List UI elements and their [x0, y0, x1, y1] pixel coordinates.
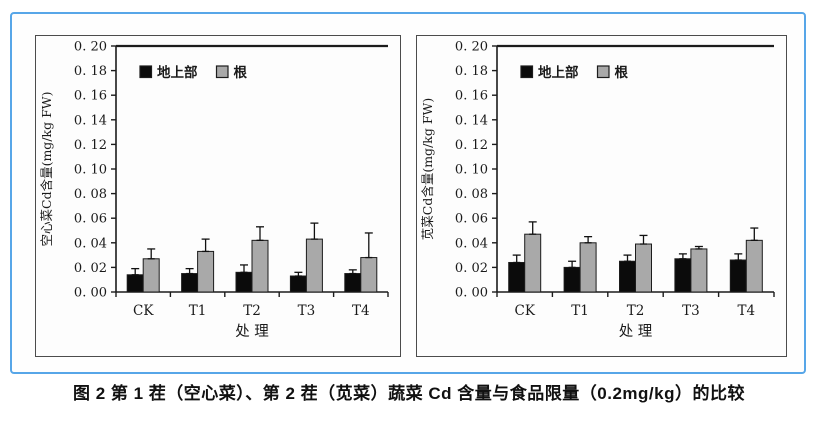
- legend-swatch-1: [596, 65, 610, 79]
- chart-canvas: 0. 00 0. 02 0. 04 0. 06 0. 08 0. 10 0. 12 0. 14…: [420, 40, 775, 340]
- bar-s1-c0: [142, 258, 160, 293]
- x-category-label: T2: [627, 303, 645, 319]
- bar-s0-c2: [235, 271, 253, 293]
- y-tick-label: 0. 06: [74, 212, 107, 227]
- y-tick-label: 0. 14: [74, 113, 107, 128]
- bar-s0-c3: [289, 275, 307, 293]
- y-tick-label: 0. 18: [74, 64, 107, 79]
- error-bar-s1-c0: [528, 221, 537, 235]
- bar-s1-c4: [745, 239, 763, 293]
- bar-s0-c0: [508, 261, 526, 293]
- y-tick-label: 0. 12: [74, 138, 107, 153]
- legend-swatch-0: [139, 65, 153, 79]
- error-bar-s0-c1: [568, 260, 577, 269]
- y-tick-label: 0. 20: [455, 40, 488, 55]
- bar-s1-c3: [305, 238, 323, 293]
- error-bar-s1-c3: [310, 222, 319, 240]
- bar-s0-c3: [674, 258, 692, 293]
- error-bar-s1-c0: [147, 248, 156, 260]
- bar-s0-c1: [563, 266, 581, 293]
- bar-s0-c2: [619, 260, 636, 293]
- x-category-label: T3: [298, 303, 316, 319]
- y-tick-label: 0. 18: [455, 64, 488, 79]
- x-category-label: T3: [682, 303, 700, 319]
- y-tick-label: 0. 10: [74, 163, 107, 178]
- x-category-label: CK: [133, 303, 154, 319]
- legend-label-0: 地上部: [538, 64, 579, 81]
- y-axis-title: 空心菜Cd含量(mg/kg FW): [39, 92, 54, 247]
- error-bar-s0-c3: [678, 253, 687, 260]
- bar-s1-c4: [360, 257, 378, 293]
- legend-label-1: 根: [615, 64, 629, 81]
- y-tick-label: 0. 20: [74, 40, 107, 55]
- error-bar-s1-c4: [364, 232, 373, 259]
- error-bar-s1-c2: [639, 234, 648, 245]
- y-tick-label: 0. 04: [455, 236, 488, 251]
- y-tick-label: 0. 16: [74, 89, 107, 104]
- y-tick-label: 0. 08: [455, 187, 488, 202]
- x-category-label: T4: [352, 303, 370, 319]
- y-tick-label: 0. 10: [455, 163, 488, 178]
- error-bar-s0-c3: [294, 271, 303, 277]
- error-bar-s0-c2: [240, 264, 248, 273]
- legend-label-0: 地上部: [157, 64, 198, 81]
- error-bar-s0-c4: [348, 269, 357, 275]
- x-category-label: CK: [514, 303, 535, 319]
- error-bar-s0-c4: [734, 253, 743, 261]
- error-bar-s1-c4: [750, 227, 759, 241]
- x-category-label: T1: [571, 303, 589, 319]
- bar-s0-c1: [181, 273, 199, 293]
- y-tick-label: 0. 02: [74, 261, 107, 276]
- error-bar-s1-c2: [256, 226, 264, 241]
- y-tick-label: 0. 06: [455, 212, 488, 227]
- y-tick-label: 0. 02: [455, 261, 488, 276]
- error-bar-s1-c3: [694, 245, 703, 250]
- chart-kongxincai: 0. 00 0. 02 0. 04 0. 06 0. 08 0. 10 0. 12 0. 14…: [35, 35, 401, 357]
- bar-s1-c2: [635, 243, 652, 293]
- y-tick-label: 0. 12: [455, 138, 488, 153]
- figure-frame: 0. 00 0. 02 0. 04 0. 06 0. 08 0. 10 0. 12 0. 14…: [10, 12, 806, 374]
- y-tick-label: 0. 04: [74, 236, 107, 251]
- error-bar-s0-c2: [623, 254, 632, 262]
- bar-s1-c3: [690, 248, 708, 293]
- bar-s1-c1: [579, 242, 597, 293]
- chart-xiancai: 0. 00 0. 02 0. 04 0. 06 0. 08 0. 10 0. 12 0. 14…: [416, 35, 787, 357]
- y-tick-label: 0. 14: [455, 113, 488, 128]
- error-bar-s0-c0: [131, 267, 140, 276]
- x-category-label: T2: [243, 303, 261, 319]
- bar-s1-c0: [524, 233, 542, 293]
- x-category-label: T1: [189, 303, 207, 319]
- y-axis-title: 苋菜Cd含量(mg/kg FW): [420, 98, 435, 240]
- y-tick-label: 0. 08: [74, 187, 107, 202]
- error-bar-s0-c1: [185, 267, 194, 275]
- chart-canvas: 0. 00 0. 02 0. 04 0. 06 0. 08 0. 10 0. 12 0. 14…: [39, 40, 389, 340]
- error-bar-s1-c1: [201, 238, 210, 253]
- y-tick-label: 0. 16: [455, 89, 488, 104]
- x-axis-title: 处 理: [235, 323, 269, 340]
- error-bar-s0-c0: [512, 254, 521, 264]
- error-bar-s1-c1: [584, 235, 593, 244]
- bar-s1-c1: [197, 250, 215, 293]
- legend-label-1: 根: [234, 64, 248, 81]
- y-tick-label: 0. 00: [455, 286, 488, 301]
- x-category-label: T4: [738, 303, 756, 319]
- bar-s0-c4: [344, 273, 362, 293]
- x-axis-title: 处 理: [619, 323, 653, 340]
- legend-swatch-0: [520, 65, 534, 79]
- figure-caption: 图 2 第 1 茬（空心菜）、第 2 茬（苋菜）蔬菜 Cd 含量与食品限量（0.…: [72, 384, 745, 403]
- y-tick-label: 0. 00: [74, 286, 107, 301]
- bar-s0-c0: [126, 274, 144, 293]
- bar-s0-c4: [729, 259, 747, 293]
- bar-s1-c2: [251, 239, 269, 293]
- legend-swatch-1: [215, 65, 229, 79]
